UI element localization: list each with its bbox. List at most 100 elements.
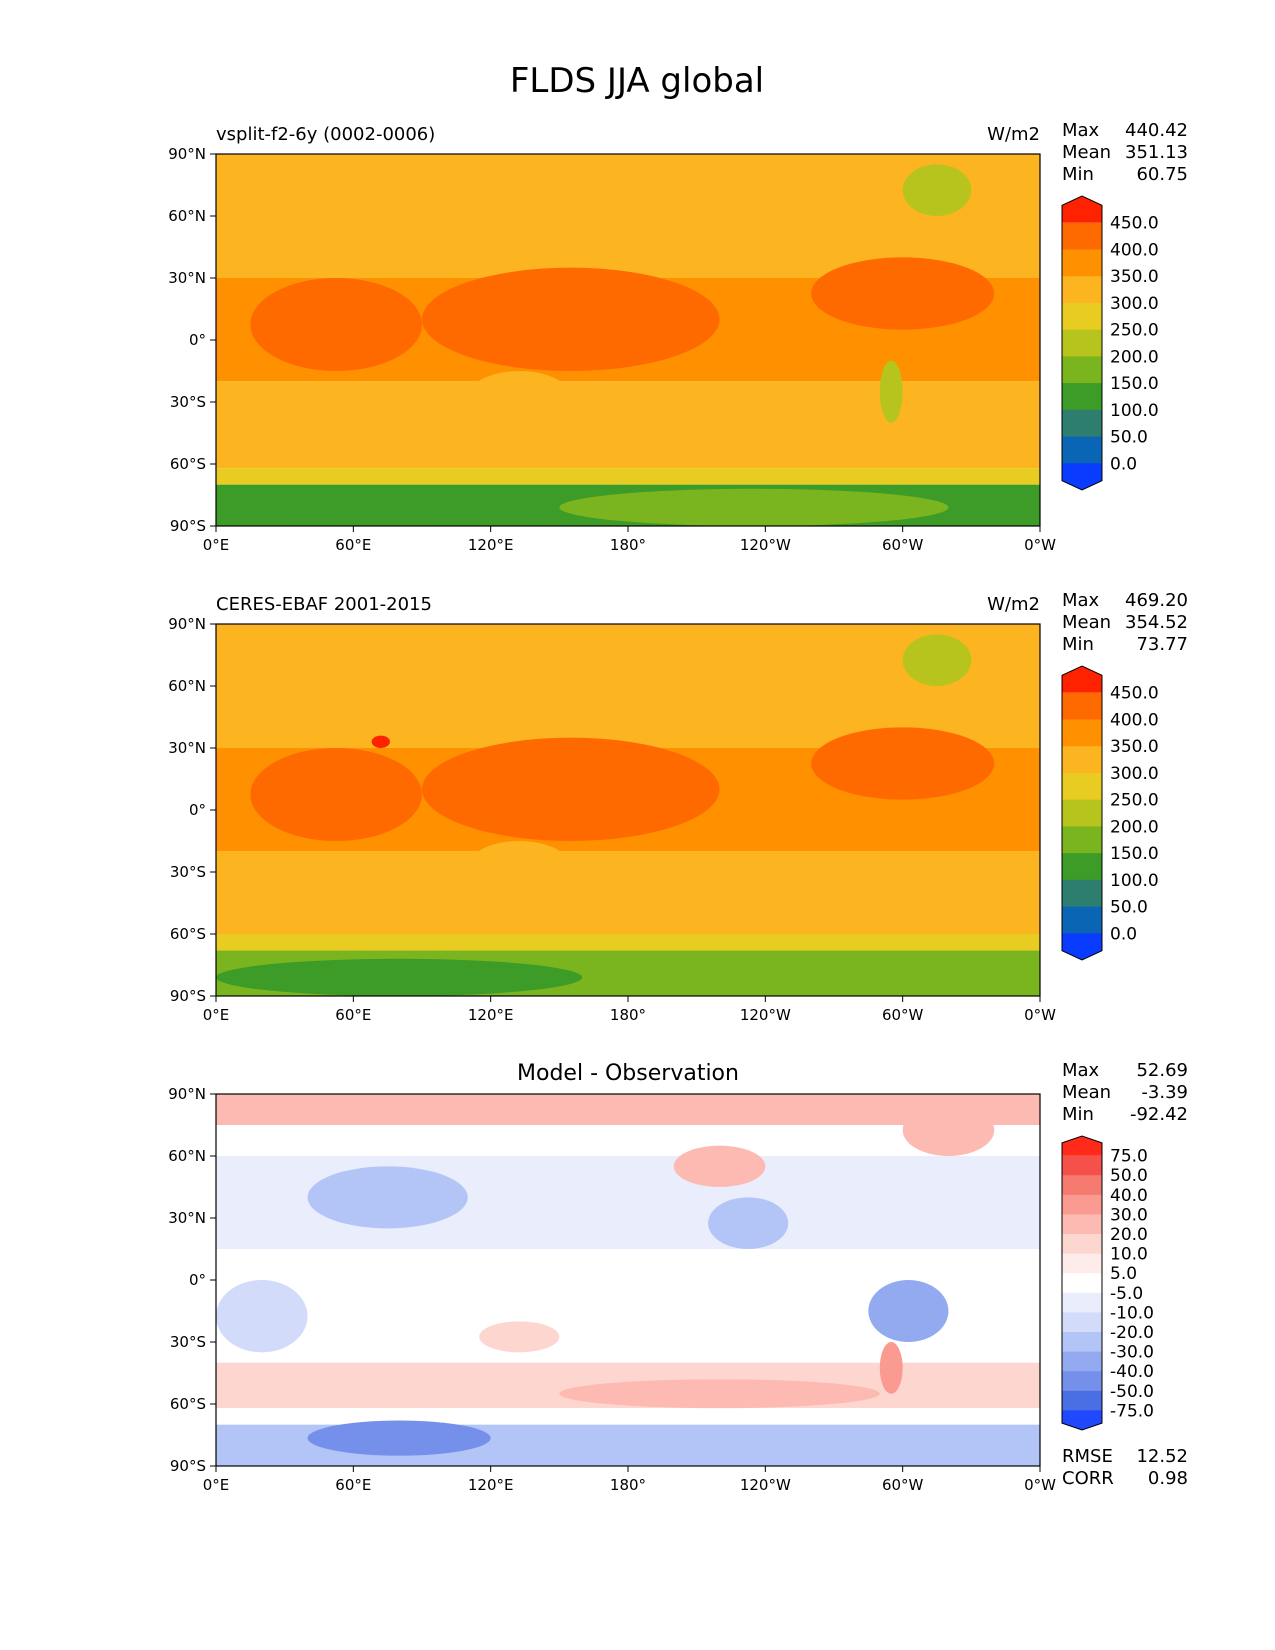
colorbar-label: 300.0 (1110, 764, 1159, 784)
x-tick-label: 120°E (468, 1006, 514, 1024)
y-tick-label: 0° (189, 331, 206, 349)
colorbar-segment (1062, 1390, 1102, 1411)
colorbar-segment (1062, 329, 1102, 357)
colorbar-label: -50.0 (1110, 1382, 1154, 1402)
y-tick-label: 90°S (170, 1457, 206, 1475)
y-tick-labels: 90°N 60°N 30°N 0° 30°S 60°S 90°S (168, 1085, 216, 1475)
panel-title-left: vsplit-f2-6y (0002-0006) (216, 124, 435, 145)
stat-value-min: -92.42 (1130, 1104, 1188, 1125)
colorbar-label: -75.0 (1110, 1401, 1154, 1421)
colorbar-label: 250.0 (1110, 791, 1159, 811)
region-5 (673, 1145, 766, 1188)
colorbar-top-extension (1062, 666, 1102, 693)
x-tick-label: 0°W (1024, 536, 1056, 554)
colorbar-label: 50.0 (1110, 428, 1148, 448)
y-tick-label: 60°S (170, 1395, 206, 1413)
colorbar-label: 200.0 (1110, 817, 1159, 837)
colorbar-segment (1062, 1253, 1102, 1274)
colorbar-segment (1062, 249, 1102, 277)
metric-label-rmse: RMSE (1062, 1446, 1113, 1467)
panel-title-left: CERES-EBAF 2001-2015 (216, 594, 432, 615)
x-tick-label: 180° (610, 536, 646, 554)
stat-label-min: Min (1062, 164, 1094, 185)
stat-label-min: Min (1062, 1104, 1094, 1125)
zonal-band-6 (216, 468, 1040, 485)
metric-value-corr: 0.98 (1148, 1468, 1188, 1489)
colorbar-segment (1062, 799, 1102, 827)
colorbar-label: 50.0 (1110, 1166, 1148, 1186)
colorbar-segment (1062, 1332, 1102, 1353)
colorbar-segment (1062, 1273, 1102, 1294)
x-tick-label: 120°W (740, 1476, 791, 1494)
colorbar-outline (1061, 665, 1103, 961)
stat-value-max: 440.42 (1125, 120, 1188, 141)
colorbar-segment (1062, 409, 1102, 438)
y-tick-label: 60°S (170, 455, 206, 473)
colorbar-label: 250.0 (1110, 321, 1159, 341)
map-area (215, 153, 1041, 527)
colorbar-label: 0.0 (1110, 924, 1137, 944)
stat-value-max: 469.20 (1125, 590, 1188, 611)
x-tick-label: 120°W (740, 536, 791, 554)
region-3 (371, 735, 390, 748)
x-tick-label: 60°W (882, 536, 924, 554)
x-tick-labels: 0°E 60°E 120°E 180° 120°W 60°W 0°W (203, 526, 1056, 554)
x-tick-label: 0°E (203, 536, 230, 554)
colorbar-segment (1062, 1371, 1102, 1392)
x-tick-labels: 0°E 60°E 120°E 180° 120°W 60°W 0°W (203, 1466, 1056, 1494)
colorbar-segment (1062, 879, 1102, 908)
y-tick-label: 30°N (168, 739, 206, 757)
y-tick-label: 30°S (170, 863, 206, 881)
y-tick-label: 90°N (168, 1085, 206, 1103)
region-3 (902, 164, 972, 217)
y-tick-labels: 90°N 60°N 30°N 0° 30°S 60°S 90°S (168, 615, 216, 1005)
panel-difference: Model - Observation Max 52.69 Mean -3.39… (168, 1060, 1188, 1494)
colorbar-label: 350.0 (1110, 267, 1159, 287)
colorbar: 75.050.040.030.020.010.05.0-5.0-10.0-20.… (1061, 1135, 1154, 1431)
y-tick-label: 60°N (168, 207, 206, 225)
stat-label-mean: Mean (1062, 142, 1111, 163)
colorbar: 450.0 400.0 350.0 300.0 250.0 200.0 150.0 100.0… (1061, 195, 1159, 491)
colorbar-label: -40.0 (1110, 1362, 1154, 1382)
colorbar-segment (1062, 302, 1102, 331)
colorbar-bottom-extension (1062, 933, 1102, 960)
region-8 (307, 1420, 491, 1456)
region-10 (559, 1379, 880, 1409)
colorbar-label: 10.0 (1110, 1245, 1148, 1265)
zonal-band-0 (216, 1094, 1040, 1125)
colorbar-label: 40.0 (1110, 1186, 1148, 1206)
colorbar-segment (1062, 1234, 1102, 1255)
colorbar-segment (1062, 1351, 1102, 1372)
region-2 (811, 727, 995, 800)
colorbar-label: -10.0 (1110, 1303, 1154, 1323)
zonal-band-5 (216, 433, 1040, 469)
colorbar-segment (1062, 276, 1102, 304)
stat-label-max: Max (1062, 590, 1100, 611)
colorbar-label: 400.0 (1110, 710, 1159, 730)
x-tick-labels: 0°E 60°E 120°E 180° 120°W 60°W 0°W (203, 996, 1056, 1024)
region-2 (811, 257, 995, 330)
colorbar-label: 400.0 (1110, 240, 1159, 260)
stat-label-max: Max (1062, 1060, 1100, 1081)
stat-label-min: Min (1062, 634, 1094, 655)
zonal-band-6 (216, 1408, 1040, 1425)
colorbar-segment (1062, 383, 1102, 411)
y-tick-label: 90°S (170, 517, 206, 535)
colorbar-segment (1062, 906, 1102, 934)
colorbar-label: 20.0 (1110, 1225, 1148, 1245)
y-tick-label: 90°S (170, 987, 206, 1005)
stat-value-mean: 354.52 (1125, 612, 1188, 633)
x-tick-label: 120°E (468, 1476, 514, 1494)
x-tick-label: 60°E (335, 1476, 371, 1494)
region-4 (902, 1104, 995, 1156)
colorbar-segment (1062, 746, 1102, 774)
y-tick-label: 60°S (170, 925, 206, 943)
colorbar-segment (1062, 1155, 1102, 1176)
x-tick-label: 120°E (468, 536, 514, 554)
stat-label-mean: Mean (1062, 1082, 1111, 1103)
y-tick-labels: 90°N 60°N 30°N 0° 30°S 60°S 90°S (168, 145, 216, 535)
y-tick-label: 90°N (168, 615, 206, 633)
y-tick-label: 60°N (168, 677, 206, 695)
region-1 (250, 748, 422, 841)
